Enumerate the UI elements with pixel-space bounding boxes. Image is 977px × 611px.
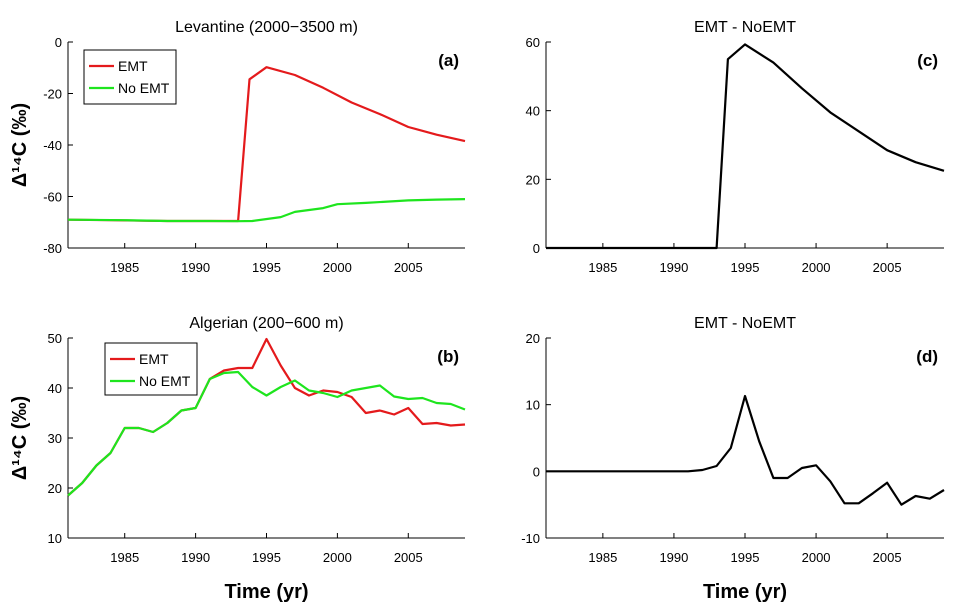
x-tick-label: 1985 bbox=[110, 260, 139, 275]
x-tick-label: 1990 bbox=[659, 260, 688, 275]
x-tick-label: 1990 bbox=[181, 260, 210, 275]
panel-letter: (b) bbox=[437, 347, 459, 366]
x-tick-label: 1995 bbox=[252, 260, 281, 275]
x-tick-label: 2000 bbox=[802, 260, 831, 275]
y-tick-label: -10 bbox=[521, 531, 540, 546]
x-tick-label: 2005 bbox=[873, 550, 902, 565]
series-line-difference bbox=[546, 43, 945, 250]
y-tick-label: 30 bbox=[48, 431, 62, 446]
panel-letter: (a) bbox=[438, 51, 459, 70]
legend-label: EMT bbox=[139, 351, 169, 367]
x-tick-label: 1985 bbox=[110, 550, 139, 565]
panel-d: 1985 1990 1995 2000 2005 -10 0 10 20 EMT - NoEMT (… bbox=[521, 315, 945, 603]
x-tick-label: 2000 bbox=[323, 550, 352, 565]
x-tick-label: 2005 bbox=[873, 260, 902, 275]
panel-title: Levantine (2000−3500 m) bbox=[175, 19, 358, 36]
legend-box bbox=[104, 342, 198, 396]
x-axis-label: Time (yr) bbox=[224, 581, 308, 603]
y-tick-label: 10 bbox=[526, 398, 540, 413]
x-tick-label: 2000 bbox=[802, 550, 831, 565]
panel-title: EMT - NoEMT bbox=[694, 315, 796, 332]
y-tick-label: 10 bbox=[48, 531, 62, 546]
x-tick-label: 2005 bbox=[394, 550, 423, 565]
series-line-no-emt bbox=[67, 198, 466, 223]
y-tick-label: 40 bbox=[48, 381, 62, 396]
y-axis-label: Δ¹⁴C (‰) bbox=[9, 396, 31, 480]
y-tick-label: 40 bbox=[526, 104, 540, 119]
y-axis-label: Δ¹⁴C (‰) bbox=[9, 103, 31, 187]
panel-a: 1985 1990 1995 2000 2005 -80 -60 -40 -20 0 Levanti… bbox=[9, 19, 466, 275]
legend-box bbox=[83, 49, 177, 105]
legend-label: No EMT bbox=[139, 373, 191, 389]
y-tick-label: 50 bbox=[48, 331, 62, 346]
x-tick-label: 1990 bbox=[659, 550, 688, 565]
x-tick-label: 2005 bbox=[394, 260, 423, 275]
y-tick-label: -20 bbox=[43, 87, 62, 102]
x-tick-label: 2000 bbox=[323, 260, 352, 275]
panel-title: Algerian (200−600 m) bbox=[189, 315, 343, 332]
y-tick-label: 0 bbox=[533, 241, 540, 256]
panel-letter: (c) bbox=[917, 51, 938, 70]
y-tick-label: -60 bbox=[43, 190, 62, 205]
legend-label: No EMT bbox=[118, 80, 170, 96]
legend-label: EMT bbox=[118, 58, 148, 74]
y-tick-label: 20 bbox=[48, 481, 62, 496]
x-tick-label: 1995 bbox=[731, 260, 760, 275]
x-tick-label: 1985 bbox=[588, 550, 617, 565]
x-tick-label: 1995 bbox=[252, 550, 281, 565]
panel-c: 1985 1990 1995 2000 2005 0 20 40 60 EMT - NoEMT (c… bbox=[526, 19, 945, 275]
y-tick-label: 60 bbox=[526, 35, 540, 50]
y-tick-label: 0 bbox=[533, 464, 540, 479]
x-axis-label: Time (yr) bbox=[703, 581, 787, 603]
series-line-no-emt bbox=[67, 370, 466, 497]
y-tick-label: 20 bbox=[526, 172, 540, 187]
y-tick-label: 20 bbox=[526, 331, 540, 346]
x-tick-label: 1985 bbox=[588, 260, 617, 275]
series-line-difference bbox=[546, 394, 945, 506]
x-tick-label: 1990 bbox=[181, 550, 210, 565]
x-tick-label: 1995 bbox=[731, 550, 760, 565]
panel-title: EMT - NoEMT bbox=[694, 19, 796, 36]
legend: EMT No EMT bbox=[83, 49, 177, 105]
panel-b: 1985 1990 1995 2000 2005 10 20 30 40 50 Algerian (… bbox=[9, 315, 466, 603]
panel-letter: (d) bbox=[916, 347, 938, 366]
legend: EMT No EMT bbox=[104, 342, 198, 396]
y-tick-label: 0 bbox=[55, 35, 62, 50]
y-tick-label: -80 bbox=[43, 241, 62, 256]
y-tick-label: -40 bbox=[43, 138, 62, 153]
